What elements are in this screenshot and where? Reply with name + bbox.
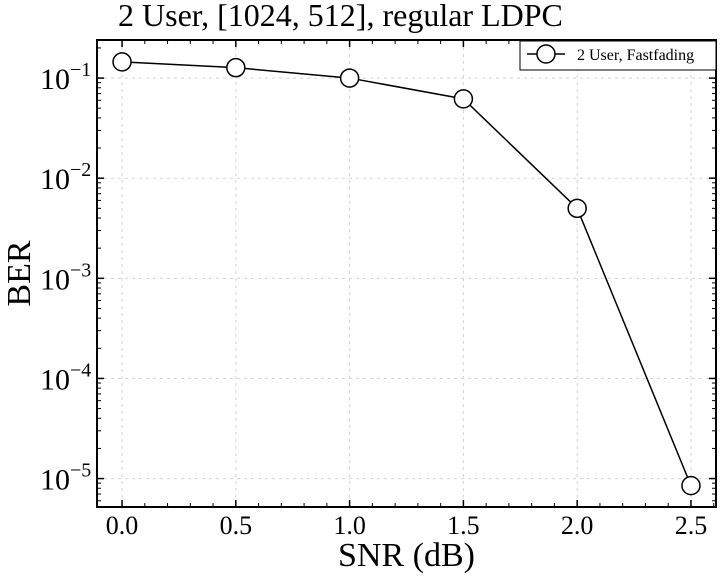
x-tick-label: 2.0 [561, 511, 594, 540]
data-point-marker [567, 198, 587, 219]
legend-label: 2 User, Fastfading [577, 47, 694, 64]
legend: 2 User, Fastfading [519, 40, 717, 71]
y-tick-label: 10−4 [40, 359, 91, 396]
x-tick-label: 1.5 [447, 511, 480, 540]
axis-ticks: 0.0 0.5 1.0 1.5 2.0 2.5 10−1 10−2 10−3 10−4 10−5 [40, 40, 716, 540]
y-tick-label: 10−3 [40, 259, 91, 296]
grid [97, 40, 716, 507]
y-tick-label: 10−1 [40, 59, 91, 96]
x-tick-label: 0.0 [106, 511, 139, 540]
data-point-marker [453, 89, 474, 109]
plot-frame [96, 39, 717, 508]
series-line [121, 61, 692, 486]
y-tick-label: 10−5 [40, 460, 91, 497]
y-tick-label: 10−2 [40, 159, 91, 196]
data-point-marker [112, 52, 132, 72]
x-tick-label: 0.5 [220, 511, 253, 540]
y-axis-label: BER [1, 240, 38, 306]
x-tick-label: 2.5 [675, 511, 708, 540]
x-axis-label: SNR (dB) [338, 537, 475, 574]
data-point-marker [681, 475, 701, 496]
x-tick-label: 1.0 [333, 511, 366, 540]
data-series [112, 52, 701, 496]
legend-marker-swatch [536, 44, 556, 64]
data-point-marker [226, 57, 246, 78]
data-point-marker [339, 68, 360, 88]
chart-title: 2 User, [1024, 512], regular LDPC [118, 0, 563, 33]
